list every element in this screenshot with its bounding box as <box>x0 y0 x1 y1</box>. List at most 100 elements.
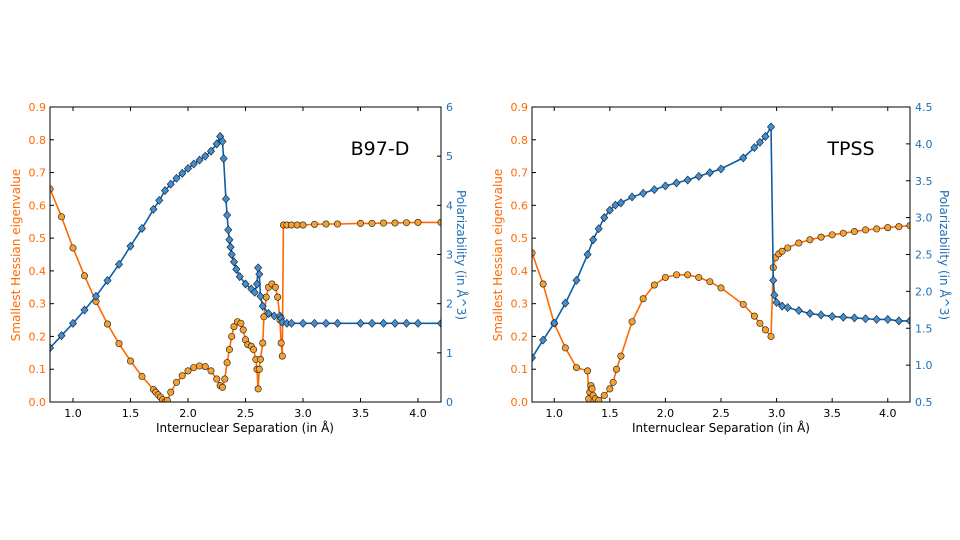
data-point <box>252 279 262 289</box>
data-point <box>616 198 625 208</box>
data-point <box>609 378 617 386</box>
data-point <box>167 388 175 396</box>
data-point <box>839 229 847 237</box>
data-point <box>126 241 135 251</box>
data-point <box>299 221 307 229</box>
data-point <box>402 318 411 328</box>
data-point <box>321 318 331 328</box>
y2-tick-label: 3 <box>446 249 453 262</box>
data-point <box>213 375 221 383</box>
data-point <box>594 224 603 234</box>
data-point <box>228 332 236 340</box>
data-point <box>50 343 55 353</box>
x-tick-label: 3.5 <box>823 407 841 420</box>
y2-tick-label: 6 <box>446 101 453 114</box>
y-tick-label: 0.2 <box>29 330 47 343</box>
x-tick-label: 2.5 <box>712 407 730 420</box>
x-axis-label-b97d: Internuclear Separation (in Å) <box>156 420 334 435</box>
data-point <box>584 367 592 375</box>
data-point <box>617 352 625 360</box>
x-tick-label: 4.0 <box>409 407 427 420</box>
data-point <box>750 143 759 153</box>
data-point <box>178 168 187 178</box>
data-point <box>225 346 233 354</box>
data-point <box>883 314 892 324</box>
data-point <box>218 136 227 146</box>
data-point <box>259 339 267 347</box>
data-point <box>322 220 330 228</box>
data-point <box>287 221 295 229</box>
data-point <box>207 367 215 375</box>
data-point <box>172 173 181 183</box>
data-point <box>310 318 319 328</box>
data-point <box>850 228 858 236</box>
data-point <box>767 122 776 132</box>
data-point <box>241 279 250 289</box>
data-point <box>755 137 764 147</box>
y-tick-label: 0.8 <box>29 134 47 147</box>
data-point <box>201 151 210 161</box>
data-point <box>221 194 230 204</box>
data-point <box>390 318 400 328</box>
data-point <box>895 223 903 231</box>
data-point <box>717 284 725 292</box>
y2-tick-label: 1.5 <box>915 322 933 335</box>
y-tick-label: 0.7 <box>29 167 47 180</box>
data-point <box>572 275 581 285</box>
data-point <box>298 318 308 328</box>
data-point <box>149 204 158 214</box>
polarizability-series <box>50 132 441 353</box>
data-point <box>539 280 547 288</box>
data-point <box>862 226 870 234</box>
data-point <box>572 364 580 372</box>
data-point <box>661 273 669 281</box>
x-tick-label: 2.5 <box>237 407 255 420</box>
x-tick-label: 3.0 <box>768 407 786 420</box>
data-point <box>250 346 258 354</box>
x-tick-label: 3.0 <box>294 407 312 420</box>
data-point <box>750 312 758 320</box>
data-point <box>684 271 692 279</box>
x-tick-label: 2.0 <box>657 407 675 420</box>
data-point <box>739 153 748 163</box>
y-tick-label: 0.3 <box>511 298 529 311</box>
data-point <box>673 271 681 279</box>
data-point <box>379 219 387 227</box>
data-point <box>770 290 779 300</box>
y2-tick-label: 5 <box>446 150 453 163</box>
data-point <box>783 303 792 313</box>
y2-tick-label: 0 <box>446 396 453 409</box>
x-tick-label: 3.5 <box>352 407 370 420</box>
data-point <box>850 313 859 323</box>
data-point <box>260 313 268 321</box>
data-point <box>561 344 569 352</box>
data-point <box>628 318 636 326</box>
data-point <box>367 318 377 328</box>
data-point <box>277 339 285 347</box>
y2-tick-label: 4 <box>446 199 453 212</box>
data-point <box>225 235 234 245</box>
data-point <box>778 301 787 311</box>
data-point <box>333 220 341 228</box>
data-point <box>413 318 423 328</box>
data-point <box>436 318 441 328</box>
x-tick-label: 1.0 <box>545 407 563 420</box>
y2-tick-label: 4.0 <box>915 138 933 151</box>
plot-frame <box>531 106 911 403</box>
data-point <box>600 213 609 223</box>
x-tick-label: 4.0 <box>879 407 897 420</box>
y2-tick-label: 1 <box>446 347 453 360</box>
data-point <box>80 305 89 315</box>
data-point <box>103 276 112 286</box>
panel-title-tpss: TPSS <box>826 138 874 160</box>
y-tick-label: 0.8 <box>511 134 529 147</box>
data-point <box>605 205 614 215</box>
data-point <box>873 225 881 233</box>
data-point <box>258 301 267 311</box>
y-tick-label: 0.4 <box>29 265 47 278</box>
x-tick-label: 1.5 <box>122 407 140 420</box>
x-tick-label: 1.5 <box>601 407 619 420</box>
data-point <box>583 250 592 259</box>
data-point <box>221 375 229 383</box>
data-point <box>201 363 209 371</box>
